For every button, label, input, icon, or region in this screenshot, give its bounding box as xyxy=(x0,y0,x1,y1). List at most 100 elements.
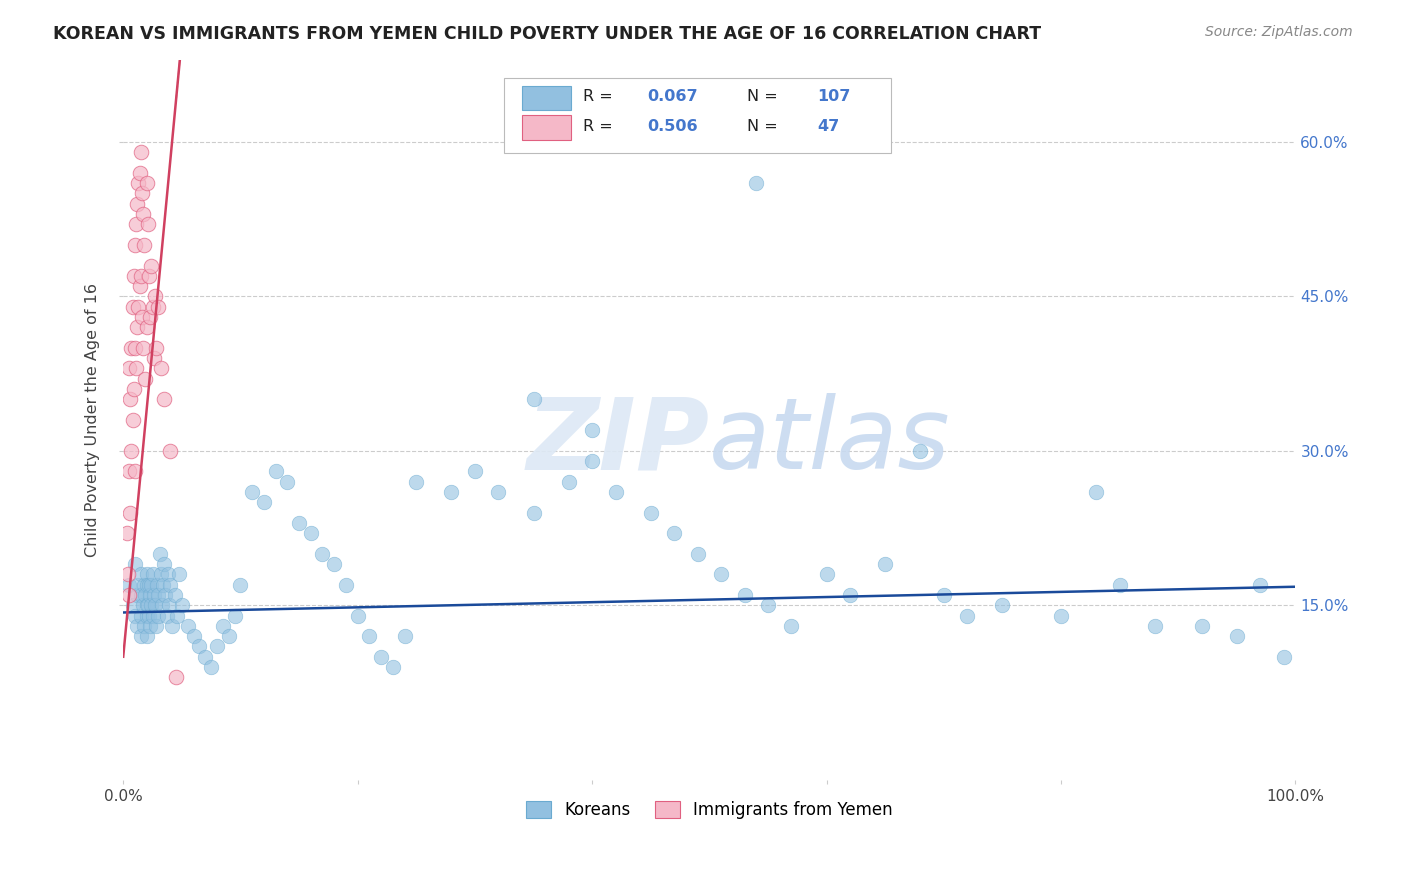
Text: KOREAN VS IMMIGRANTS FROM YEMEN CHILD POVERTY UNDER THE AGE OF 16 CORRELATION CH: KOREAN VS IMMIGRANTS FROM YEMEN CHILD PO… xyxy=(53,25,1042,43)
Point xyxy=(162,619,184,633)
Point xyxy=(138,608,160,623)
Point xyxy=(124,557,146,571)
FancyBboxPatch shape xyxy=(522,86,571,110)
Legend: Koreans, Immigrants from Yemen: Koreans, Immigrants from Yemen xyxy=(519,795,900,826)
Point xyxy=(132,207,155,221)
Point xyxy=(224,608,246,623)
Point xyxy=(135,608,157,623)
Point xyxy=(129,268,152,283)
Point xyxy=(125,361,148,376)
Point xyxy=(141,599,163,613)
Point xyxy=(910,443,932,458)
Point xyxy=(121,413,143,427)
Text: 107: 107 xyxy=(817,89,851,103)
Y-axis label: Child Poverty Under the Age of 16: Child Poverty Under the Age of 16 xyxy=(86,283,100,557)
Point xyxy=(142,351,165,366)
Point xyxy=(640,506,662,520)
Point xyxy=(121,300,143,314)
Point xyxy=(135,320,157,334)
Point xyxy=(136,599,159,613)
Point xyxy=(522,506,544,520)
Point xyxy=(1108,577,1130,591)
Point xyxy=(1191,619,1213,633)
Point xyxy=(159,577,181,591)
Point xyxy=(141,567,163,582)
Point xyxy=(134,372,156,386)
Point xyxy=(240,485,263,500)
Point xyxy=(141,608,163,623)
Point xyxy=(157,599,180,613)
Point xyxy=(146,577,169,591)
Point xyxy=(155,608,177,623)
Point xyxy=(148,608,170,623)
Point xyxy=(148,547,170,561)
Point xyxy=(138,268,160,283)
Point xyxy=(686,547,709,561)
Point xyxy=(120,506,142,520)
Point xyxy=(394,629,416,643)
Point xyxy=(141,577,163,591)
Point xyxy=(132,599,155,613)
Text: R =: R = xyxy=(582,120,613,134)
Point xyxy=(148,588,170,602)
Point xyxy=(299,526,322,541)
Point xyxy=(135,567,157,582)
Point xyxy=(557,475,579,489)
Point xyxy=(440,485,463,500)
Point xyxy=(1085,485,1108,500)
Point xyxy=(311,547,333,561)
Point xyxy=(122,382,145,396)
Point xyxy=(120,341,142,355)
Point xyxy=(136,217,159,231)
Point xyxy=(815,567,838,582)
Point xyxy=(166,608,188,623)
Point xyxy=(129,567,152,582)
Point xyxy=(734,588,756,602)
Point xyxy=(1226,629,1249,643)
Point xyxy=(124,608,146,623)
Point xyxy=(117,567,139,582)
Point xyxy=(127,320,149,334)
Point xyxy=(152,577,174,591)
Text: Source: ZipAtlas.com: Source: ZipAtlas.com xyxy=(1205,25,1353,39)
Point xyxy=(253,495,276,509)
Point xyxy=(149,567,172,582)
Point xyxy=(150,599,173,613)
Point xyxy=(605,485,627,500)
Point xyxy=(156,567,179,582)
Point xyxy=(139,588,162,602)
Point xyxy=(756,599,779,613)
Point xyxy=(135,577,157,591)
FancyBboxPatch shape xyxy=(522,115,571,139)
Point xyxy=(127,619,149,633)
Point xyxy=(135,629,157,643)
Point xyxy=(138,577,160,591)
Point xyxy=(710,567,733,582)
Point xyxy=(276,475,298,489)
Point xyxy=(359,629,381,643)
Point xyxy=(153,392,176,407)
Point xyxy=(143,289,166,303)
Text: ZIP: ZIP xyxy=(526,393,710,490)
Point xyxy=(128,279,150,293)
Point xyxy=(121,599,143,613)
Point xyxy=(135,599,157,613)
Point xyxy=(581,454,603,468)
Point xyxy=(212,619,235,633)
Point xyxy=(839,588,862,602)
Point xyxy=(143,599,166,613)
Point xyxy=(127,577,149,591)
Point xyxy=(124,465,146,479)
Point xyxy=(132,341,155,355)
Point xyxy=(145,341,167,355)
Point xyxy=(176,619,198,633)
Point xyxy=(522,392,544,407)
Point xyxy=(129,145,152,160)
Point xyxy=(875,557,897,571)
Point xyxy=(486,485,509,500)
Point xyxy=(205,640,228,654)
Point xyxy=(159,443,181,458)
Point xyxy=(129,588,152,602)
Point xyxy=(142,588,165,602)
Point xyxy=(120,392,142,407)
